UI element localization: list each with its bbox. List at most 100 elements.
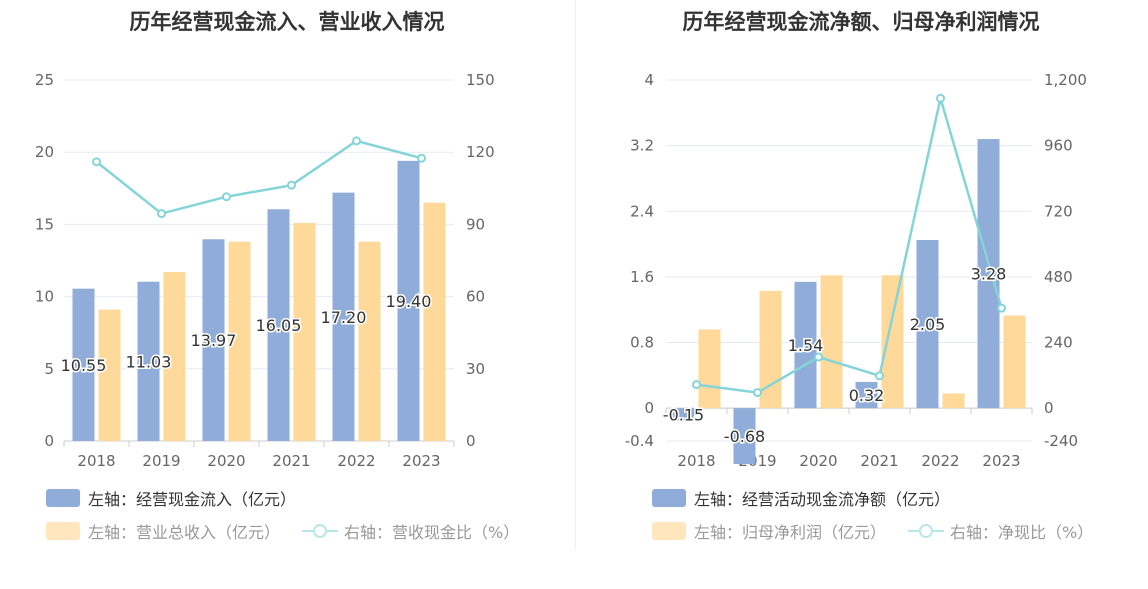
data-label: 19.40: [386, 292, 432, 311]
ratio-point: [753, 388, 762, 398]
y-tick-right: 120: [466, 143, 495, 161]
data-label: 3.28: [971, 265, 1007, 284]
y-tick-left: 2.4: [630, 202, 654, 220]
legend-item-net-profit[interactable]: 左轴：归母净利润（亿元）: [652, 519, 886, 543]
bar-primary: [794, 281, 817, 409]
y-tick-right: 1,200: [1044, 71, 1087, 89]
x-tick-label: 2018: [677, 452, 715, 470]
ratio-point: [287, 180, 296, 190]
data-label: 17.20: [321, 308, 367, 327]
y-tick-right: 90: [466, 215, 485, 233]
legend-label: 左轴：经营现金流入（亿元）: [88, 490, 297, 509]
y-tick-right: 240: [1044, 334, 1073, 352]
legend-item-net-ratio[interactable]: 右轴：净现比（%）: [908, 519, 1093, 543]
data-label: 1.54: [788, 336, 824, 355]
y-tick-left: 15: [35, 215, 54, 233]
y-tick-right: 150: [466, 71, 495, 89]
x-tick-label: 2018: [77, 452, 115, 470]
y-tick-left: 20: [35, 143, 54, 161]
ratio-line: [95, 139, 422, 215]
y-tick-right: 0: [466, 432, 476, 450]
legend-label: 右轴：营收现金比（%）: [344, 523, 520, 542]
ratio-point: [417, 153, 426, 163]
bar-secondary: [163, 272, 186, 441]
y-tick-left: 10: [35, 288, 54, 306]
bar-primary: [72, 288, 95, 441]
bar-secondary: [293, 222, 316, 441]
bar-secondary: [942, 393, 965, 409]
bar-primary: [916, 239, 939, 409]
y-tick-right: 0: [1044, 399, 1054, 417]
bar-secondary: [358, 241, 381, 441]
chart-plot-area: -0.4 -240 0 0 0.8 240 1.6 480 2.4 720 3.2 960 4 1,200…: [625, 71, 1087, 470]
legend-line-icon: [302, 524, 339, 538]
bar-secondary: [759, 290, 782, 409]
legend-item-cash-inflow[interactable]: 左轴：经营现金流入（亿元）: [46, 486, 296, 510]
bar-primary: [137, 281, 160, 441]
data-label: 13.97: [191, 331, 237, 350]
data-label: 2.05: [910, 315, 946, 334]
y-tick-left: 0: [44, 432, 54, 450]
bar-primary: [267, 209, 290, 441]
chart-plot-area: 0 0 5 30 10 60 15 90 20 120 25 150 2018 2019 2020 2021 2…: [35, 71, 495, 470]
ratio-point: [92, 157, 101, 167]
y-tick-left: 0: [644, 399, 654, 417]
legend-swatch-bar-secondary: [46, 522, 80, 540]
legend-row-1: 左轴：经营活动现金流净额（亿元）: [652, 486, 972, 510]
y-tick-left: 4: [644, 71, 654, 89]
x-tick-label: 2020: [207, 452, 245, 470]
data-label: 0.32: [849, 386, 885, 405]
data-label: -0.15: [663, 405, 704, 424]
legend-item-revenue[interactable]: 左轴：营业总收入（亿元）: [46, 519, 280, 543]
ratio-point: [814, 352, 823, 362]
legend-label: 右轴：净现比（%）: [950, 523, 1094, 542]
legend-label: 左轴：经营活动现金流净额（亿元）: [694, 490, 951, 509]
bar-primary: [202, 239, 225, 441]
legend-item-net-cash[interactable]: 左轴：经营活动现金流净额（亿元）: [652, 486, 950, 510]
y-tick-right: 480: [1044, 268, 1073, 286]
legend-swatch-bar-primary: [652, 489, 686, 507]
chart-panel-cash-inflow: 历年经营现金流入、营业收入情况 0 0 5 30 10 60 15 90 20 120 25 150 2…: [0, 0, 574, 560]
ratio-point: [222, 192, 231, 202]
data-label: 16.05: [256, 316, 302, 335]
bar-primary: [977, 139, 1000, 409]
y-tick-left: 5: [44, 360, 54, 378]
chart-title: 历年经营现金流净额、归母净利润情况: [682, 10, 1040, 34]
bar-primary: [397, 160, 420, 441]
legend-row-2: 左轴：营业总收入（亿元） 右轴：营收现金比（%）: [46, 519, 541, 543]
x-tick-label: 2022: [921, 452, 959, 470]
legend-label: 左轴：归母净利润（亿元）: [694, 523, 887, 542]
ratio-point: [157, 209, 166, 219]
y-tick-left: 1.6: [630, 268, 654, 286]
legend-row-1: 左轴：经营现金流入（亿元）: [46, 486, 318, 510]
bar-secondary: [881, 275, 904, 409]
bar-primary: [855, 381, 878, 409]
legend-line-icon: [908, 524, 945, 538]
legend-label: 左轴：营业总收入（亿元）: [88, 523, 281, 542]
bar-secondary: [820, 275, 843, 409]
ratio-line: [696, 97, 1003, 394]
bar-secondary: [1003, 315, 1026, 409]
data-label: -0.68: [724, 427, 765, 446]
legend-row-2: 左轴：归母净利润（亿元） 右轴：净现比（%）: [652, 519, 1115, 543]
legend-item-ratio[interactable]: 右轴：营收现金比（%）: [302, 519, 519, 543]
chart-panel-net-cash: 历年经营现金流净额、归母净利润情况 -0.4 -240 0 0 0.8 240 1.6 480…: [574, 0, 1148, 560]
x-tick-label: 2021: [860, 452, 898, 470]
y-tick-left: 25: [35, 71, 54, 89]
data-label: 11.03: [126, 352, 172, 371]
y-tick-right: 30: [466, 360, 485, 378]
bar-secondary: [698, 329, 721, 409]
y-tick-left: 3.2: [630, 137, 654, 155]
ratio-point: [997, 303, 1006, 313]
x-tick-label: 2021: [272, 452, 310, 470]
bar-secondary: [98, 309, 121, 441]
legend-swatch-bar-primary: [46, 489, 80, 507]
bar-primary: [332, 192, 355, 441]
y-tick-right: 60: [466, 288, 485, 306]
ratio-point: [692, 380, 701, 390]
x-tick-label: 2023: [402, 452, 440, 470]
y-tick-left: -0.4: [625, 432, 654, 450]
x-tick-label: 2022: [337, 452, 375, 470]
chart-title: 历年经营现金流入、营业收入情况: [129, 10, 445, 34]
